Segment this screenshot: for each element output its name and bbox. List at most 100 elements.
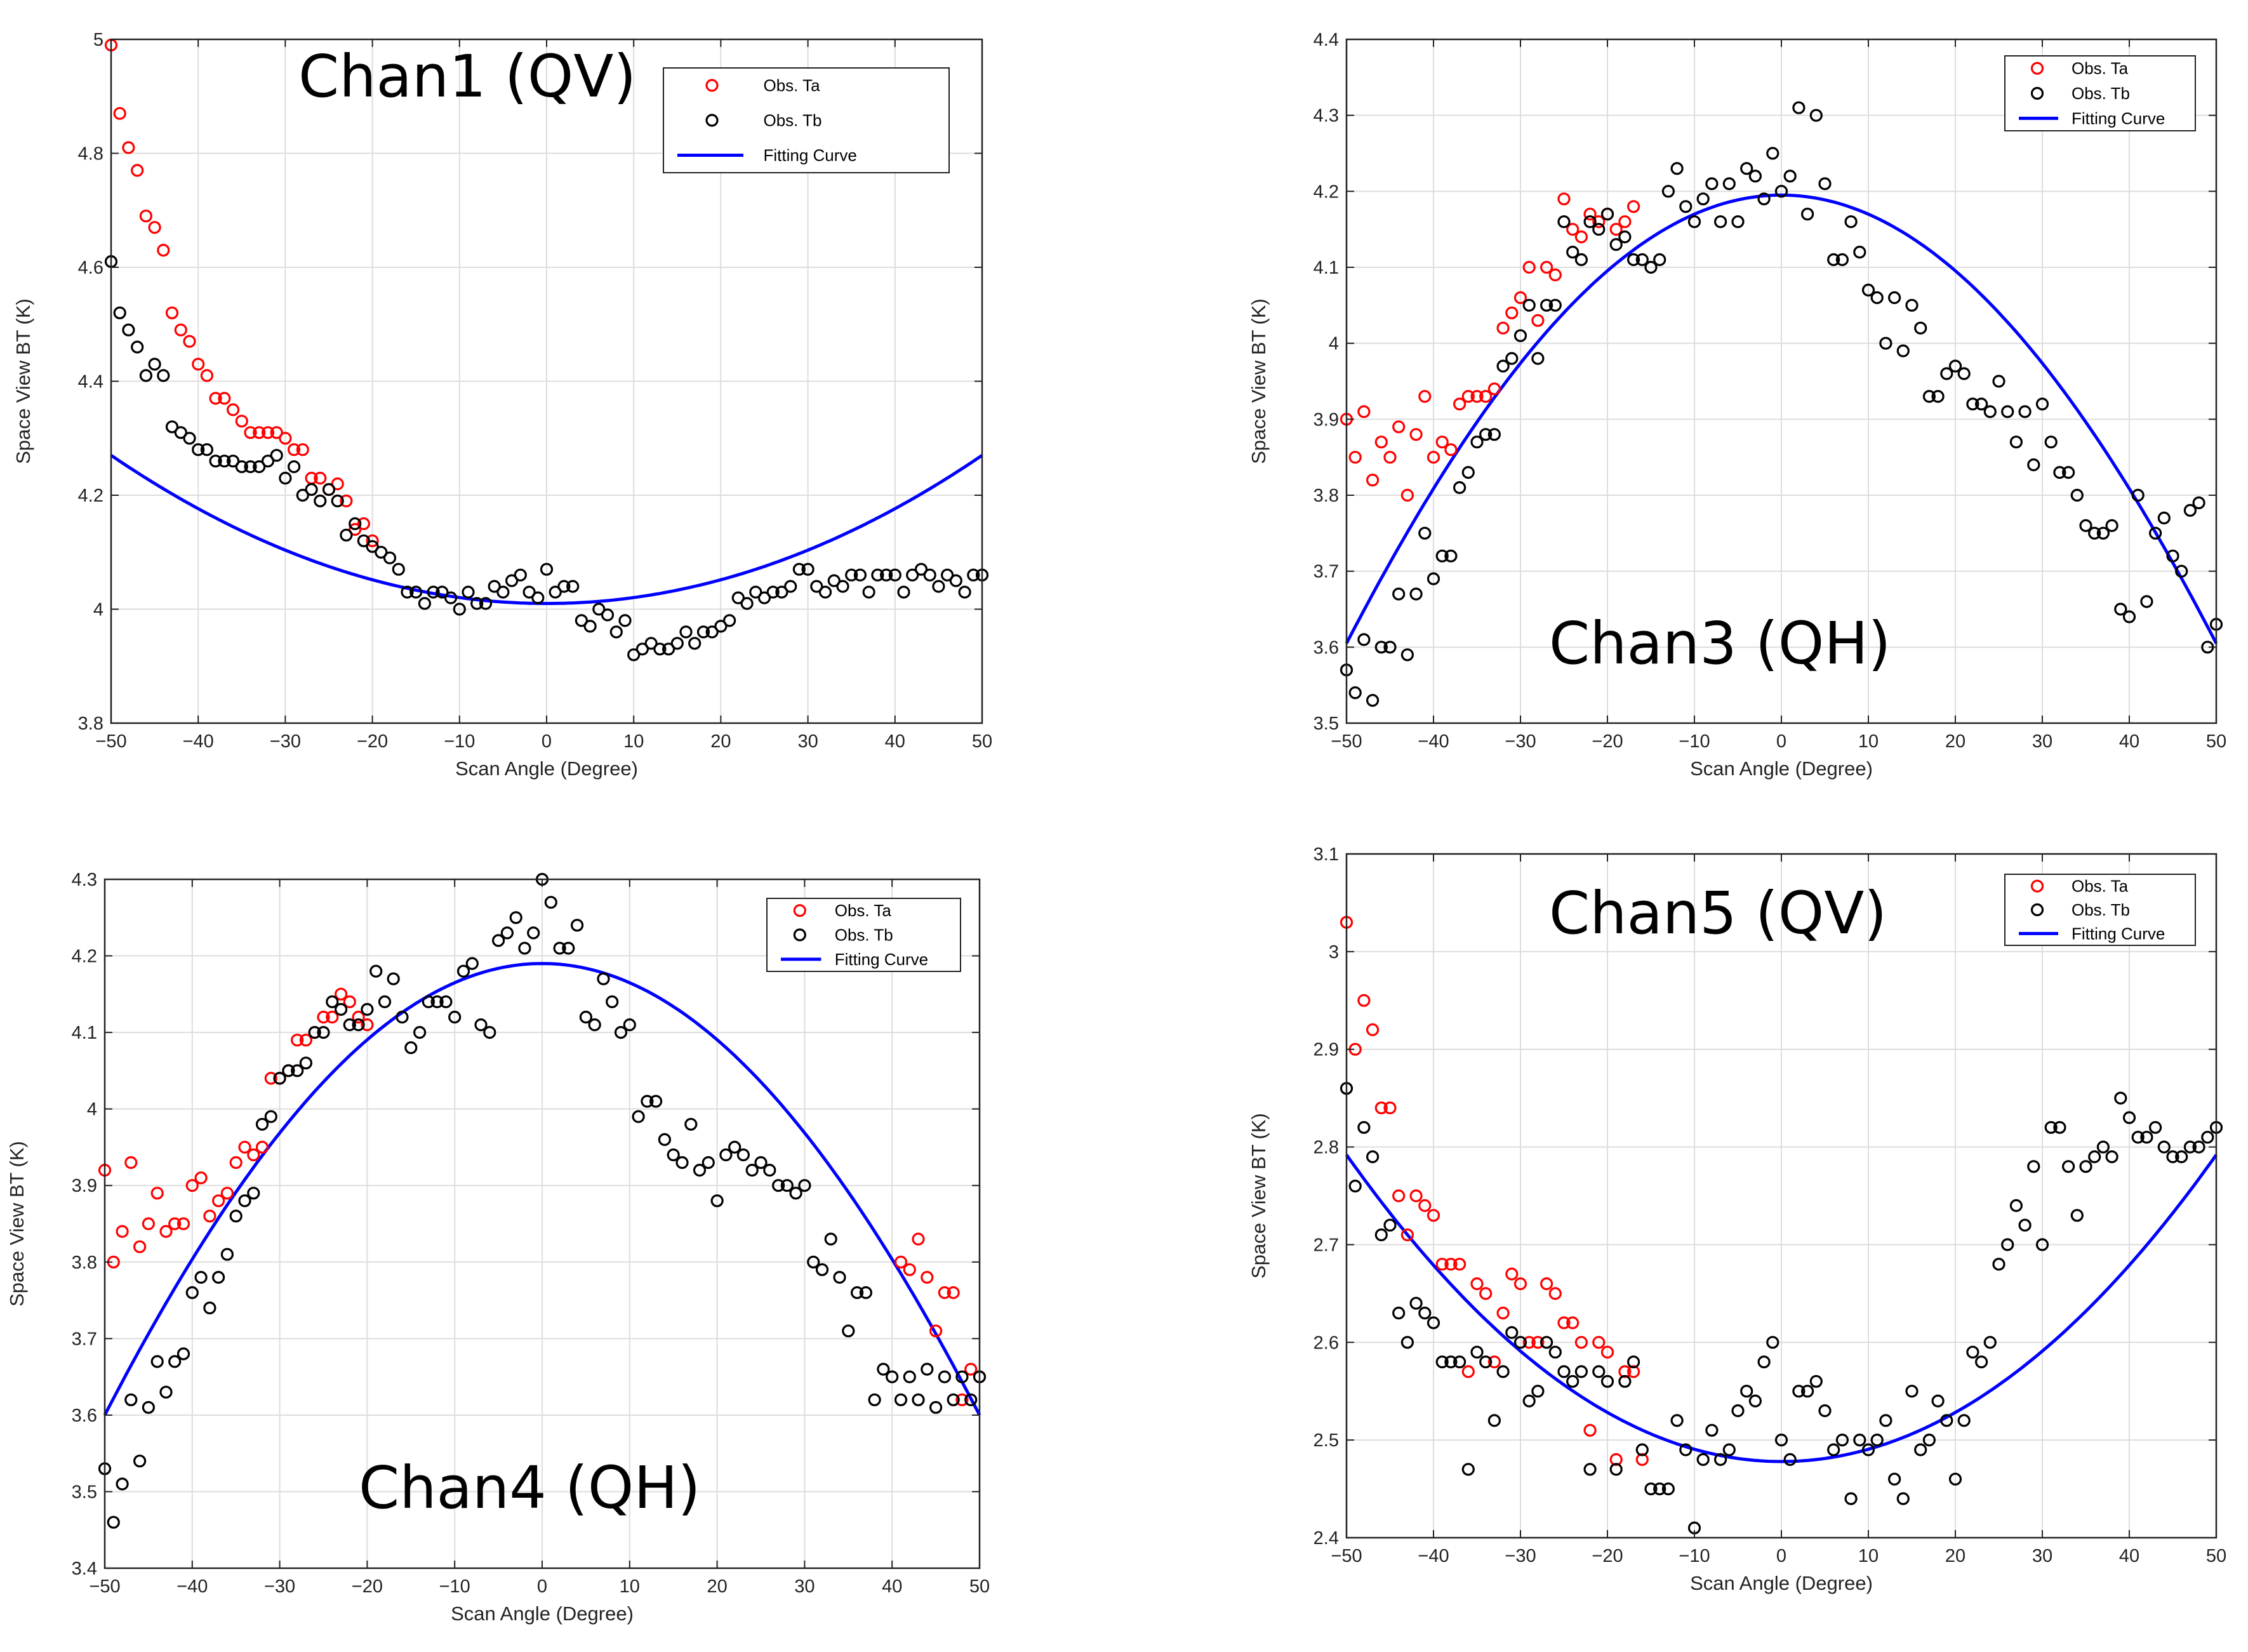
obs-tb-marker [1635,253,1649,267]
y-tick-label: 3.9 [72,1176,97,1196]
obs-ta-marker [1479,390,1493,403]
obs-ta-marker [1366,473,1380,487]
legend: Obs. Ta Obs. Tb Fitting Curve [663,67,950,173]
obs-ta-marker [1392,420,1406,434]
obs-tb-marker [570,919,584,932]
obs-ta-marker [1366,1023,1380,1037]
obs-tb-marker [1766,1336,1779,1349]
obs-tb-marker [1835,1434,1849,1447]
obs-tb-marker [2035,397,2049,411]
obs-tb-marker [1801,1385,1814,1398]
obs-ta-marker [1540,260,1553,274]
obs-tb-marker [2157,511,2171,525]
x-tick-label: 50 [2206,731,2226,752]
obs-ta-marker [247,1148,260,1162]
y-tick-label: 3.8 [72,1253,97,1273]
obs-tb-marker [1600,208,1614,221]
obs-tb-marker [1427,572,1440,585]
obs-tb-marker [2131,488,2145,502]
legend-label: Obs. Tb [835,926,893,945]
obs-tb-marker [2166,1150,2179,1164]
x-tick-label: 30 [2032,1546,2052,1566]
obs-tb-marker [2201,1131,2214,1144]
obs-tb-marker [409,585,423,599]
y-tick-label: 4 [87,1100,97,1120]
obs-ta-marker [1592,1336,1606,1349]
obs-tb-marker [675,1156,689,1169]
obs-tb-marker [1914,321,1927,335]
obs-ta-marker [299,1034,312,1047]
y-tick-label: 2.5 [1314,1430,1339,1451]
legend-tb-marker [2030,903,2044,917]
obs-tb-marker [929,1401,943,1414]
obs-tb-marker [343,1018,356,1032]
obs-tb-marker [662,643,675,656]
obs-ta-marker [1522,1336,1536,1349]
x-tick-label: 0 [1776,731,1786,752]
obs-tb-marker [253,460,266,474]
obs-tb-marker [635,643,649,656]
obs-tb-marker [2009,1199,2023,1213]
obs-tb-marker [500,926,514,940]
obs-tb-marker [479,597,493,610]
chart-title: Chan3 (QH) [1549,610,1891,677]
x-tick-label: −10 [439,1576,470,1597]
obs-tb-marker [2131,1131,2145,1144]
x-tick-label: 50 [972,731,992,752]
obs-tb-marker [949,574,962,587]
obs-tb-marker [1948,1472,1962,1486]
obs-tb-marker [1696,1453,1710,1466]
obs-ta-marker [159,1225,173,1238]
obs-tb-marker [2183,1140,2197,1154]
obs-tb-marker [714,620,728,633]
obs-tb-marker [418,597,432,610]
obs-ta-marker [1461,1365,1475,1378]
obs-tb-marker [456,964,470,978]
obs-tb-marker [273,1072,286,1085]
y-tick-label: 2.6 [1314,1333,1339,1353]
obs-tb-marker [544,896,557,909]
obs-tb-marker [340,528,353,542]
obs-tb-marker [1914,1443,1927,1456]
obs-tb-marker [1444,549,1458,563]
obs-tb-marker [1409,587,1423,601]
x-tick-label: 10 [1858,731,1879,752]
obs-tb-marker [670,637,684,650]
obs-tb-marker [317,1025,330,1039]
obs-tb-marker [740,597,754,610]
obs-ta-marker [1427,1209,1440,1222]
y-tick-label: 2.7 [1314,1235,1339,1255]
obs-ta-marker [1400,1228,1414,1242]
legend-label: Fitting Curve [764,146,857,165]
obs-tb-marker [775,585,788,599]
obs-tb-marker [702,1156,715,1169]
obs-tb-marker [1835,253,1849,267]
obs-tb-marker [1792,101,1806,114]
chart-title: Chan1 (QV) [298,43,636,110]
obs-tb-marker [2175,564,2188,578]
obs-tb-marker [827,574,841,587]
legend-label: Fitting Curve [2072,924,2165,943]
obs-ta-marker [1418,1199,1432,1213]
obs-tb-marker [766,585,780,599]
y-axis-label: Space View BT (K) [1247,298,1270,464]
obs-ta-marker [150,1187,164,1200]
obs-tb-marker [2140,595,2153,608]
obs-ta-marker [1427,451,1440,464]
obs-ta-marker [326,1010,339,1024]
obs-tb-marker [731,591,745,604]
obs-tb-marker [871,568,884,582]
obs-tb-marker [383,551,397,564]
obs-tb-marker [496,585,510,599]
obs-tb-marker [967,568,980,582]
obs-ta-marker [1435,436,1449,449]
obs-ta-marker [349,523,362,536]
obs-tb-marker [439,995,453,1009]
obs-tb-marker [912,1393,925,1406]
obs-tb-marker [614,1025,628,1039]
chart-panel-4: −50 −40 −30 −20 −10 0 10 20 30 40 50 2.4 2.5 2.6 2.7 2.… [1247,844,2226,1594]
obs-tb-marker [641,1095,654,1108]
obs-ta-marker [1383,451,1397,464]
obs-ta-marker [253,426,266,439]
y-tick-label: 2.9 [1314,1040,1339,1060]
